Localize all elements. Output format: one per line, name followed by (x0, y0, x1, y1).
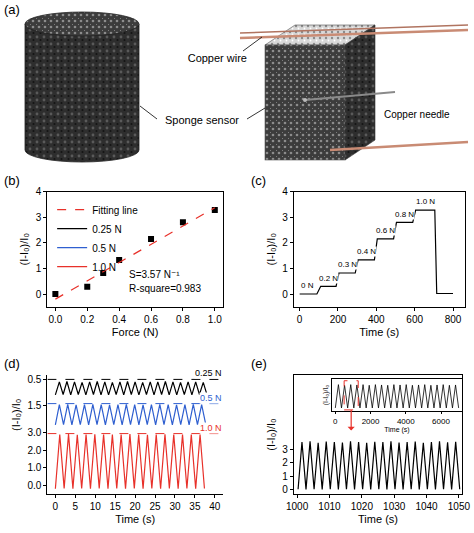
svg-text:4: 4 (282, 186, 288, 197)
svg-text:Copper needle: Copper needle (384, 109, 450, 120)
svg-text:0: 0 (36, 289, 42, 300)
svg-text:0: 0 (297, 314, 303, 325)
svg-text:0.25 N: 0.25 N (92, 224, 121, 235)
svg-text:0.6 N: 0.6 N (376, 226, 395, 235)
svg-text:30: 30 (169, 501, 181, 512)
svg-text:0 N: 0 N (301, 281, 314, 290)
svg-text:35: 35 (189, 501, 201, 512)
svg-text:0.4: 0.4 (112, 314, 126, 325)
svg-text:Time (s): Time (s) (358, 513, 398, 525)
svg-text:1.0: 1.0 (27, 462, 41, 473)
svg-text:(a): (a) (4, 2, 20, 17)
svg-text:3: 3 (282, 212, 288, 223)
svg-text:1000: 1000 (286, 501, 309, 512)
svg-text:4000: 4000 (397, 417, 415, 426)
svg-text:Time (s): Time (s) (115, 513, 155, 525)
svg-text:3: 3 (282, 444, 288, 455)
svg-text:(e): (e) (251, 356, 267, 371)
svg-text:(I-I₀)/I₀: (I-I₀)/I₀ (18, 233, 30, 265)
svg-text:R-square=0.983: R-square=0.983 (129, 283, 201, 294)
svg-text:0.2 N: 0.2 N (319, 274, 338, 283)
svg-text:2: 2 (282, 457, 288, 468)
svg-text:15: 15 (110, 501, 122, 512)
svg-text:1.0 N: 1.0 N (200, 423, 222, 433)
svg-text:0.6: 0.6 (144, 314, 158, 325)
svg-text:0: 0 (53, 501, 59, 512)
svg-text:Sponge sensor: Sponge sensor (165, 114, 239, 126)
svg-text:1.0 N: 1.0 N (416, 197, 435, 206)
svg-text:4: 4 (36, 186, 42, 197)
svg-text:0.5 N: 0.5 N (92, 243, 116, 254)
svg-text:1.5: 1.5 (27, 400, 41, 411)
svg-text:200: 200 (330, 314, 347, 325)
svg-text:2: 2 (36, 237, 42, 248)
svg-text:(b): (b) (4, 173, 20, 188)
svg-text:1: 1 (282, 471, 288, 482)
svg-text:0.0: 0.0 (48, 314, 62, 325)
svg-text:0.8: 0.8 (176, 314, 190, 325)
svg-text:1040: 1040 (415, 501, 438, 512)
svg-text:0.0: 0.0 (27, 480, 41, 491)
svg-text:400: 400 (368, 314, 385, 325)
svg-text:3: 3 (36, 212, 42, 223)
svg-text:0: 0 (333, 417, 338, 426)
svg-text:(I-I₀)/I₀: (I-I₀)/I₀ (10, 399, 22, 431)
svg-text:Force (N): Force (N) (112, 326, 158, 338)
svg-text:0.3 N: 0.3 N (338, 260, 357, 269)
svg-text:(c): (c) (251, 173, 266, 188)
svg-text:10: 10 (90, 501, 102, 512)
svg-text:1.0: 1.0 (208, 314, 222, 325)
svg-text:Copper wire: Copper wire (188, 52, 247, 64)
svg-text:25: 25 (149, 501, 161, 512)
svg-text:2: 2 (282, 237, 288, 248)
svg-text:(I-I₀)/I₀: (I-I₀)/I₀ (265, 418, 277, 450)
svg-text:Time (s): Time (s) (359, 326, 399, 338)
svg-text:1: 1 (282, 263, 288, 274)
svg-text:0.2: 0.2 (80, 314, 94, 325)
svg-text:0.4 N: 0.4 N (357, 247, 376, 256)
svg-text:1030: 1030 (383, 501, 406, 512)
svg-text:5: 5 (73, 501, 79, 512)
svg-text:2.0: 2.0 (27, 445, 41, 456)
svg-text:0.5 N: 0.5 N (200, 393, 222, 403)
svg-text:0.8 N: 0.8 N (395, 210, 414, 219)
svg-text:(I-I₀)/I₀: (I-I₀)/I₀ (265, 233, 277, 265)
svg-text:2000: 2000 (362, 417, 380, 426)
svg-text:0: 0 (282, 289, 288, 300)
svg-text:(I-I₀)/I₀: (I-I₀)/I₀ (322, 385, 330, 406)
svg-text:Time (s): Time (s) (384, 426, 409, 434)
svg-text:0.5: 0.5 (27, 374, 41, 385)
svg-text:600: 600 (406, 314, 423, 325)
svg-text:Fitting line: Fitting line (92, 205, 138, 216)
svg-text:1010: 1010 (318, 501, 341, 512)
svg-text:1020: 1020 (351, 501, 374, 512)
svg-text:40: 40 (209, 501, 221, 512)
svg-text:1050: 1050 (448, 501, 471, 512)
svg-text:6000: 6000 (432, 417, 450, 426)
svg-text:0: 0 (282, 484, 288, 495)
svg-text:20: 20 (130, 501, 142, 512)
svg-text:3.0: 3.0 (27, 427, 41, 438)
svg-text:1.0 N: 1.0 N (92, 262, 116, 273)
svg-text:(d): (d) (4, 356, 20, 371)
svg-text:1: 1 (36, 263, 42, 274)
svg-text:800: 800 (445, 314, 462, 325)
svg-text:0.25 N: 0.25 N (195, 368, 222, 378)
svg-text:S=3.57 N⁻¹: S=3.57 N⁻¹ (129, 269, 180, 280)
